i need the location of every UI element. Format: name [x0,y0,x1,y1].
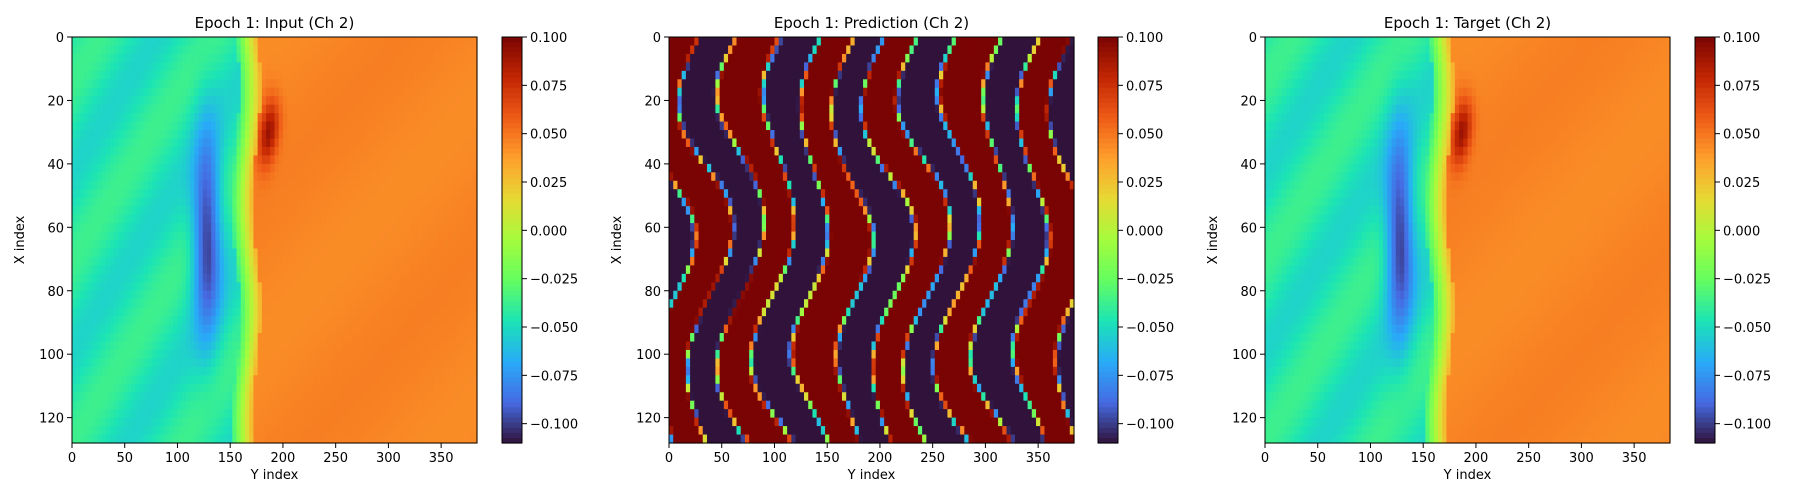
chart-title: Epoch 1: Target (Ch 2) [1384,14,1551,32]
heatmap-panel-1: Epoch 1: Input (Ch 2)0 50 100 150 200 250 300 3… [13,14,578,483]
x-tick-label: 100 [1358,451,1383,466]
y-tick-label: 20 [47,94,64,109]
colorbar-tick-label: 0.025 [1126,176,1163,191]
colorbar-tick-label: 0.050 [530,128,567,143]
y-tick-label: 120 [636,412,661,427]
chart-title: Epoch 1: Input (Ch 2) [195,14,355,32]
heatmap-image [1265,37,1671,444]
x-tick-label: 300 [376,451,401,466]
x-tick-label: 50 [1309,451,1326,466]
colorbar-frame [1694,36,1716,444]
x-tick-label: 300 [1569,451,1594,466]
colorbar-tick-label: −0.075 [1126,369,1174,384]
x-tick-label: 150 [218,451,243,466]
colorbar-tick-label: 0.025 [1723,176,1760,191]
colorbar-tick-label: 0.050 [1723,128,1760,143]
colorbar-tick-label: 0.100 [530,31,567,46]
colorbar: 0.100 0.075 0.050 0.025 0.000 −0.025 −0.050 −0.… [1097,31,1174,444]
colorbar-tick-label: 0.025 [530,176,567,191]
colorbar: 0.100 0.075 0.050 0.025 0.000 −0.025 −0.050 −0.… [1694,31,1771,444]
colorbar-tick-label: −0.050 [530,321,578,336]
x-tick-label: 100 [762,451,787,466]
x-tick-label: 0 [1261,451,1269,466]
y-tick-label: 20 [644,94,661,109]
plot-frame [1264,36,1671,444]
colorbar-tick-label: −0.025 [530,273,578,288]
y-tick-label: 80 [644,285,661,300]
x-tick-label: 50 [713,451,730,466]
y-tick-label: 80 [47,285,64,300]
x-tick-label: 250 [1516,451,1541,466]
x-tick-label: 250 [920,451,945,466]
colorbar-tick-label: −0.025 [1126,273,1174,288]
plot-frame [668,36,1075,444]
x-tick-label: 0 [68,451,76,466]
y-tick-label: 60 [1240,221,1257,236]
y-tick-label: 40 [1240,158,1257,173]
x-tick-label: 250 [323,451,348,466]
colorbar-tick-label: −0.025 [1723,273,1771,288]
y-tick-label: 60 [644,221,661,236]
x-tick-label: 350 [1026,451,1051,466]
y-tick-label: 80 [1240,285,1257,300]
y-axis-label: X index [610,215,625,264]
y-tick-label: 0 [653,31,661,46]
y-tick-label: 100 [636,348,661,363]
colorbar-tick-label: −0.050 [1126,321,1174,336]
x-tick-label: 350 [1622,451,1647,466]
y-tick-label: 100 [39,348,64,363]
colorbar: 0.100 0.075 0.050 0.025 0.000 −0.025 −0.050 −0.… [501,31,578,444]
x-tick-label: 350 [429,451,454,466]
colorbar-tick-label: 0.000 [1126,224,1163,239]
y-tick-label: 100 [1232,348,1257,363]
colorbar-tick-label: 0.050 [1126,128,1163,143]
y-axis-label: X index [1206,215,1221,264]
colorbar-tick-label: −0.075 [1723,369,1771,384]
heatmap-panel-2: Epoch 1: Prediction (Ch 2)0 50 100 150 200 25… [610,14,1174,483]
colorbar-frame [1097,36,1119,444]
y-tick-label: 60 [47,221,64,236]
x-tick-label: 150 [815,451,840,466]
x-tick-label: 200 [271,451,296,466]
x-tick-label: 200 [1464,451,1489,466]
x-tick-label: 0 [665,451,673,466]
x-axis-label: Y index [847,468,896,483]
colorbar-tick-label: −0.075 [530,369,578,384]
x-axis-label: Y index [250,468,299,483]
heatmap-image [669,37,1075,444]
y-tick-label: 120 [39,412,64,427]
colorbar-tick-label: 0.075 [530,79,567,94]
x-tick-label: 150 [1411,451,1436,466]
x-axis-label: Y index [1443,468,1492,483]
y-tick-label: 40 [644,158,661,173]
plot-frame [71,36,478,444]
y-tick-label: 0 [1249,31,1257,46]
colorbar-tick-label: −0.100 [530,418,578,433]
x-tick-label: 50 [116,451,133,466]
y-tick-label: 120 [1232,412,1257,427]
colorbar-tick-label: 0.000 [530,224,567,239]
colorbar-frame [501,36,523,444]
colorbar-tick-label: −0.100 [1126,418,1174,433]
colorbar-tick-label: −0.100 [1723,418,1771,433]
colorbar-tick-label: 0.075 [1126,79,1163,94]
heatmap-image [72,37,478,444]
y-tick-label: 40 [47,158,64,173]
chart-title: Epoch 1: Prediction (Ch 2) [774,14,969,32]
x-tick-label: 100 [165,451,190,466]
colorbar-tick-label: −0.050 [1723,321,1771,336]
x-tick-label: 200 [868,451,893,466]
y-tick-label: 20 [1240,94,1257,109]
colorbar-tick-label: 0.000 [1723,224,1760,239]
y-tick-label: 0 [56,31,64,46]
y-axis-label: X index [13,215,28,264]
x-tick-label: 300 [973,451,998,466]
colorbar-tick-label: 0.100 [1723,31,1760,46]
heatmap-panel-3: Epoch 1: Target (Ch 2)0 50 100 150 200 250 300… [1206,14,1771,483]
colorbar-tick-label: 0.075 [1723,79,1760,94]
colorbar-tick-label: 0.100 [1126,31,1163,46]
